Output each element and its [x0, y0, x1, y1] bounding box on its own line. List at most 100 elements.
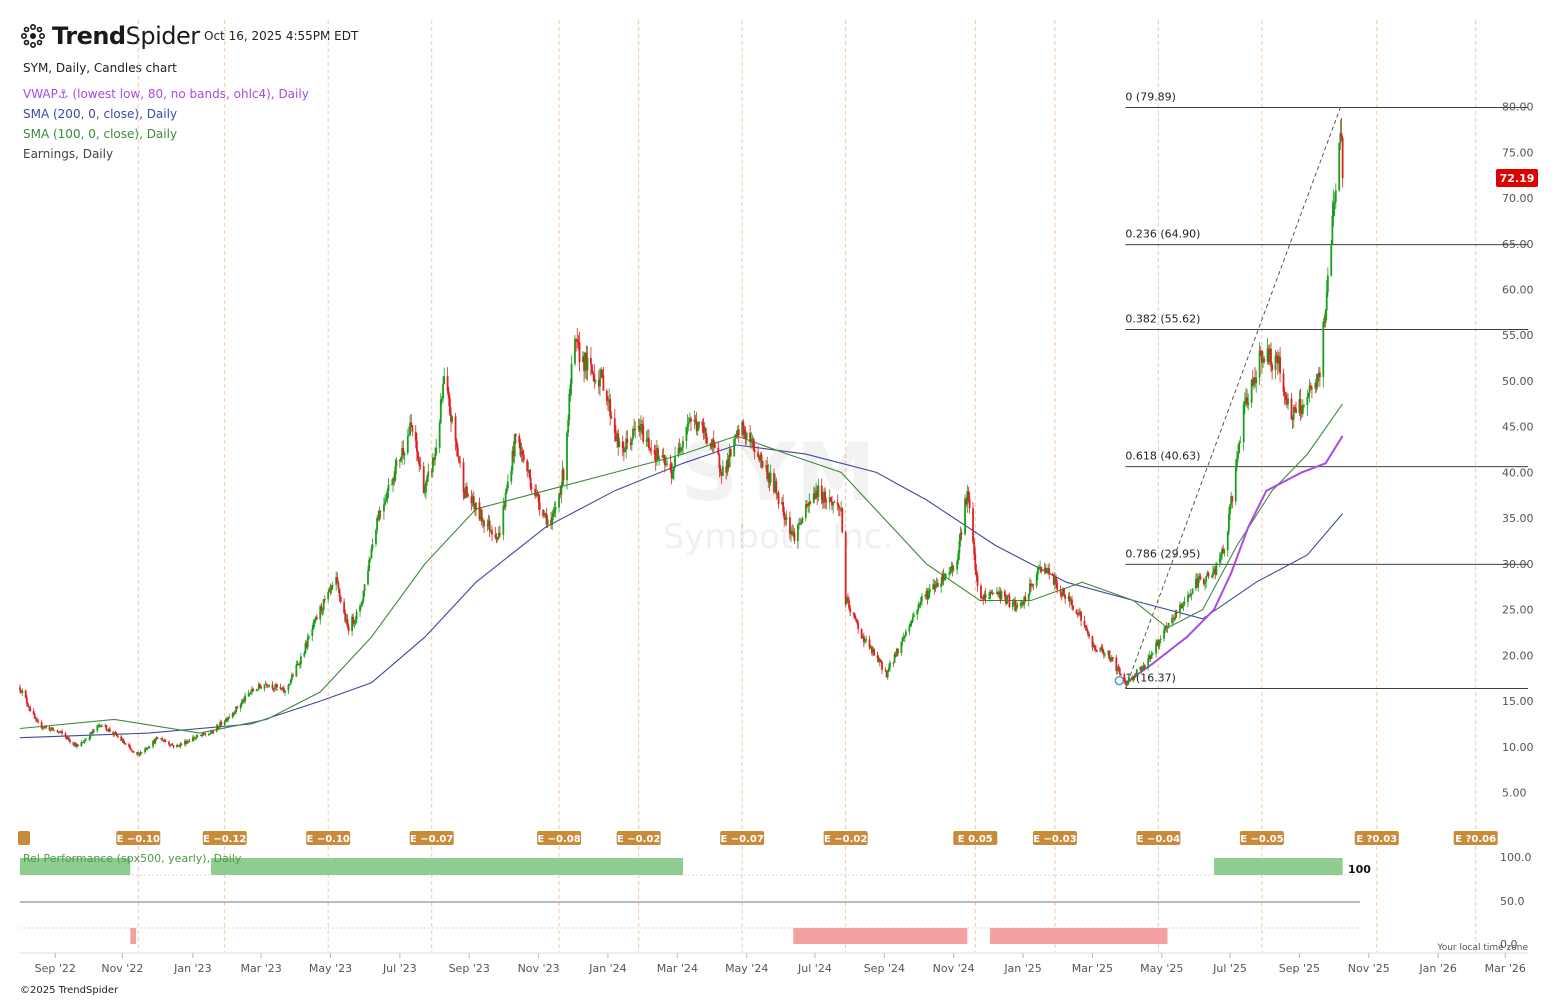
- candle-body: [709, 443, 712, 445]
- time-axis: Sep '22 Nov '22 Jan '23 Mar '23 May '23 Jul '…: [20, 952, 1528, 975]
- candle-body: [617, 433, 620, 447]
- candle-body: [1271, 364, 1274, 371]
- earnings-legend[interactable]: Earnings, Daily: [23, 147, 114, 161]
- candle-body: [848, 600, 850, 609]
- sma100-legend[interactable]: SMA (100, 0, close), Daily: [23, 127, 178, 141]
- candle-body: [865, 639, 868, 642]
- candle-body: [153, 740, 156, 744]
- candle-body: [944, 573, 947, 579]
- candle-body: [210, 730, 212, 734]
- earnings-badge: [953, 831, 998, 845]
- candle-body: [483, 520, 485, 527]
- candle-body: [1338, 143, 1341, 191]
- earnings-badge-label: E −0.07: [720, 834, 763, 845]
- candle-body: [679, 450, 682, 452]
- candle-body: [494, 534, 497, 538]
- candle-body: [1295, 408, 1297, 414]
- candle-body: [172, 745, 175, 747]
- trendspider-logo: Trend Spider: [20, 22, 200, 50]
- candle-body: [968, 498, 971, 509]
- earnings-row[interactable]: E −0.10 E −0.12 E −0.10 E −0.07 E −0.08 E −0.…: [18, 831, 1498, 845]
- candle-body: [489, 530, 492, 532]
- candle-body: [434, 454, 436, 460]
- watermark-symbol: SYM: [680, 426, 875, 519]
- candle-body: [514, 434, 517, 436]
- candle-body: [1038, 568, 1040, 570]
- candle-body: [113, 732, 116, 735]
- candle-body: [1040, 566, 1043, 572]
- candle-body: [561, 469, 564, 486]
- candle-body: [131, 750, 134, 752]
- candle-body: [184, 741, 186, 745]
- candle-body: [673, 467, 675, 472]
- earnings-badge-label: E ?0.03: [1356, 834, 1397, 845]
- candle-body: [776, 492, 779, 494]
- candle-body: [1117, 667, 1120, 669]
- candle-body: [1075, 609, 1078, 614]
- candle-body: [903, 635, 906, 638]
- candle-body: [574, 338, 576, 364]
- candle-body: [943, 578, 946, 580]
- candle-body: [1220, 554, 1222, 559]
- candle-body: [314, 617, 317, 620]
- rel-negative-area: [990, 928, 1168, 944]
- candle-body: [576, 339, 579, 342]
- candle-body: [276, 684, 278, 688]
- candle-body: [624, 450, 626, 453]
- candle-body: [29, 708, 32, 712]
- candle-body: [807, 504, 810, 506]
- candle-body: [268, 684, 270, 687]
- candle-body: [161, 738, 164, 741]
- candle-body: [534, 488, 537, 497]
- earnings-badge: [823, 831, 868, 845]
- candle-body: [1298, 399, 1301, 414]
- candle-body: [122, 739, 125, 743]
- vwap-legend[interactable]: VWAP⚓ (lowest low, 80, no bands, ohlc4),…: [23, 87, 309, 101]
- candle-body: [1048, 568, 1051, 574]
- candle-body: [1326, 275, 1329, 293]
- candle-body: [887, 667, 890, 671]
- candle-body: [290, 675, 293, 681]
- candle-body: [702, 425, 705, 433]
- candle-body: [1047, 568, 1049, 573]
- candle-body: [448, 398, 451, 414]
- candle-body: [430, 471, 433, 473]
- candle-body: [240, 701, 243, 705]
- candle-body: [1303, 405, 1305, 407]
- candle-body: [575, 338, 578, 340]
- candle-body: [693, 419, 696, 422]
- candle-body: [417, 451, 419, 460]
- candle-body: [295, 664, 298, 677]
- candle-body: [806, 504, 808, 506]
- sma200-legend[interactable]: SMA (200, 0, close), Daily: [23, 107, 178, 121]
- fib-level-label: 0.786 (29.95): [1125, 547, 1200, 560]
- candle-body: [201, 735, 203, 737]
- candle-body: [948, 573, 951, 575]
- candle-body: [605, 390, 608, 401]
- candle-body: [42, 727, 45, 729]
- candle-body: [1112, 657, 1114, 659]
- candle-body: [1071, 599, 1073, 606]
- candle-body: [234, 712, 236, 715]
- candle-body: [546, 519, 549, 525]
- candle-body: [749, 432, 752, 443]
- candle-body: [505, 487, 508, 493]
- candle-body: [935, 582, 938, 586]
- candle-body: [298, 664, 301, 666]
- candle-body: [394, 466, 397, 481]
- fib-level-label: 0.382 (55.62): [1125, 313, 1200, 326]
- candle-body: [280, 688, 283, 690]
- candle-body: [828, 497, 831, 503]
- price-tick-label: 40.00: [1502, 466, 1534, 479]
- candle-body: [312, 622, 315, 630]
- candle-body: [320, 606, 323, 611]
- candle-body: [228, 717, 231, 719]
- rel-positive-area: [1214, 858, 1343, 875]
- fibonacci-retracement[interactable]: 0 (79.89) 0.236 (64.90) 0.382 (55.62) 0.618…: [1114, 91, 1528, 690]
- candle-body: [824, 491, 827, 501]
- candle-body: [1156, 640, 1159, 643]
- candle-body: [1116, 667, 1119, 671]
- candle-body: [927, 592, 930, 599]
- candle-body: [1230, 496, 1233, 505]
